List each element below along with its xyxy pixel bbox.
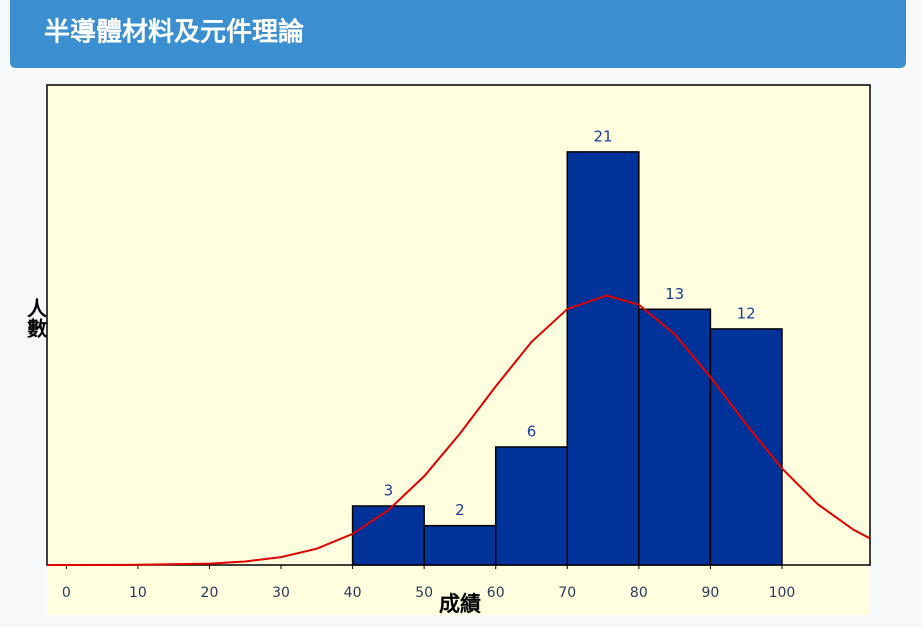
x-axis-label: 成績 [439, 592, 481, 616]
bar [709, 328, 783, 566]
bar [638, 308, 712, 566]
data-label: 12 [737, 304, 756, 322]
x-tick-label: 60 [487, 585, 505, 601]
bar [423, 524, 497, 566]
x-tick-label: 0 [62, 585, 71, 601]
data-label: 2 [455, 501, 465, 519]
y-axis-label: 人數 [24, 298, 48, 339]
x-tick-label: 100 [769, 585, 796, 601]
bar [566, 151, 640, 566]
bar [351, 505, 425, 566]
header-title: 半導體材料及元件理論 [44, 17, 305, 48]
data-label: 3 [384, 481, 394, 499]
x-tick-label: 10 [129, 585, 147, 601]
bar [494, 446, 569, 566]
x-axis-strip [47, 565, 870, 615]
data-label: 13 [665, 285, 684, 303]
x-tick-label: 30 [272, 585, 290, 601]
x-tick-label: 80 [630, 585, 648, 601]
header-bar [10, 0, 906, 68]
x-tick-label: 40 [344, 585, 362, 601]
chart-marks: 0 10 20 30 40 50 60 70 80 90 100 3 2 6 21 13 12 [47, 127, 871, 601]
data-label: 6 [527, 422, 537, 440]
x-tick-label: 90 [701, 585, 719, 601]
data-label: 21 [594, 127, 613, 145]
fit-curve [47, 294, 871, 566]
x-tick-label: 50 [415, 585, 433, 601]
x-tick-label: 20 [201, 585, 219, 601]
x-tick-label: 70 [558, 585, 576, 601]
